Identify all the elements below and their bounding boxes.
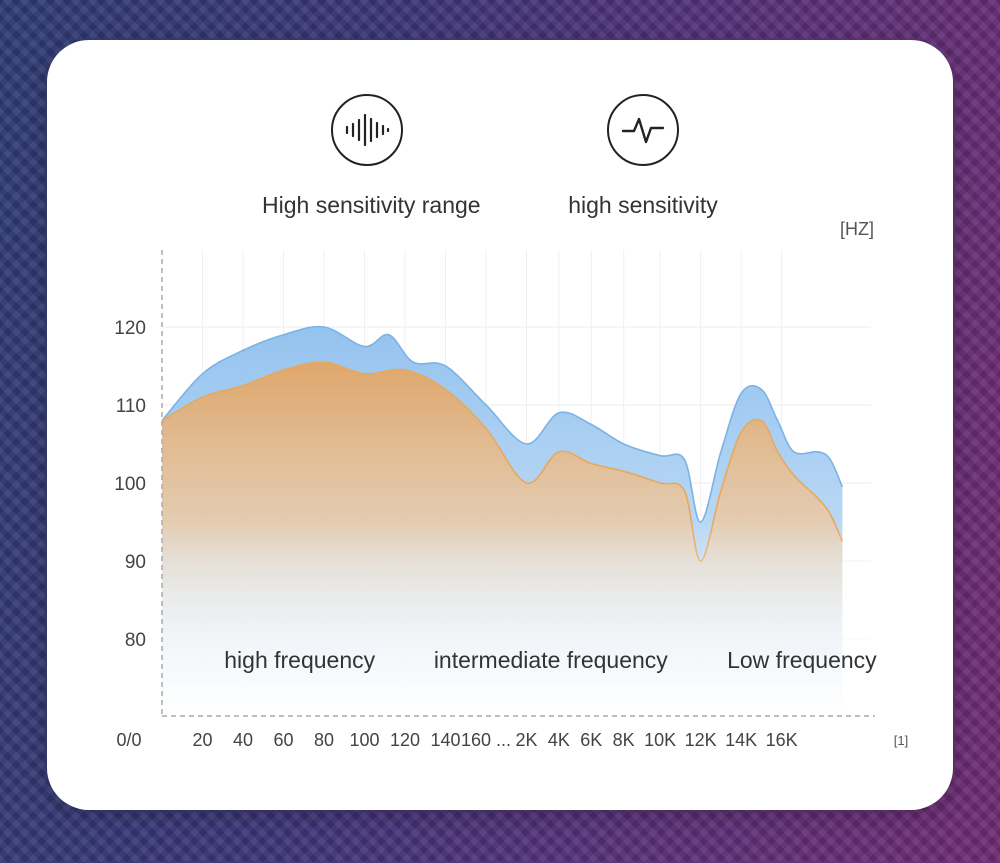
chart-areas [161,325,871,716]
x-tick-label: 20 [192,730,212,750]
x-tick-label: 100 [349,730,379,750]
region-label: Low frequency [727,647,877,673]
fade-overlay [162,520,871,716]
region-label: high frequency [224,647,375,673]
y-tick-label: 100 [114,474,146,495]
y-tick-label: 80 [125,630,146,651]
y-tick-label: 120 [114,318,146,339]
x-tick-label: 14K [725,730,757,750]
x-tick-label: 2K [515,730,537,750]
x-tick-label: 60 [273,730,293,750]
y-unit-label: [HZ] [840,219,874,239]
x-tick-label: 80 [314,730,334,750]
feature-high-sensitivity: high sensitivity [543,94,743,219]
x-tick-label: 10K [644,730,676,750]
x-tick-label: 120 [390,730,420,750]
feature-label: High sensitivity range [262,192,481,218]
x-tick-label: 140 [430,730,460,750]
y-tick-label: 110 [116,396,146,417]
chart-labels: 120 110 100 90 80 20 40 60 80 100 120 140 160 ... 2K 4… [114,219,908,750]
x-tick-label: 160 ... [461,730,511,750]
pulse-wave-icon [607,94,679,166]
x-tick-label: 4K [548,730,570,750]
origin-label: 0/0 [116,730,141,750]
x-tick-label: 12K [685,730,717,750]
series-upper-line [161,325,844,523]
x-unit-label: [1] [894,733,908,748]
sound-wave-icon [331,94,403,166]
region-label: intermediate frequency [434,647,668,673]
x-tick-label: 8K [613,730,635,750]
feature-label: high sensitivity [568,192,718,218]
series-lower-line [161,361,844,562]
x-tick-label: 6K [580,730,602,750]
x-tick-label: 16K [766,730,798,750]
feature-sensitivity-range: High sensitivity range [262,94,481,219]
y-tick-label: 90 [125,552,146,573]
x-tick-label: 40 [233,730,253,750]
chart-axes [161,250,875,717]
